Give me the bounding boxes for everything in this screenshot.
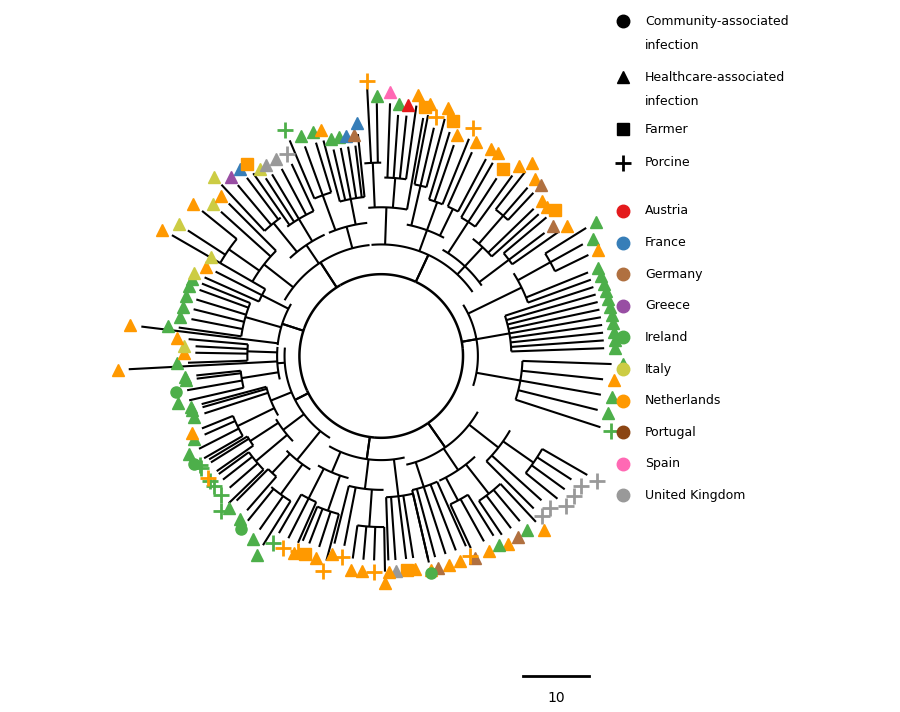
Text: Greece: Greece (645, 299, 690, 313)
Text: 10: 10 (547, 691, 565, 705)
Text: Community-associated: Community-associated (645, 15, 788, 28)
Text: infection: infection (645, 95, 699, 108)
Text: Ireland: Ireland (645, 331, 688, 344)
Text: Healthcare-associated: Healthcare-associated (645, 70, 786, 83)
Text: Netherlands: Netherlands (645, 394, 722, 407)
Text: Porcine: Porcine (645, 156, 691, 169)
Text: Italy: Italy (645, 362, 672, 375)
Text: Austria: Austria (645, 204, 689, 217)
Text: United Kingdom: United Kingdom (645, 489, 745, 502)
Text: Germany: Germany (645, 268, 703, 281)
Text: Portugal: Portugal (645, 426, 697, 439)
Text: infection: infection (645, 39, 699, 52)
Text: Farmer: Farmer (645, 122, 688, 136)
Text: Spain: Spain (645, 457, 680, 471)
Text: France: France (645, 236, 687, 249)
